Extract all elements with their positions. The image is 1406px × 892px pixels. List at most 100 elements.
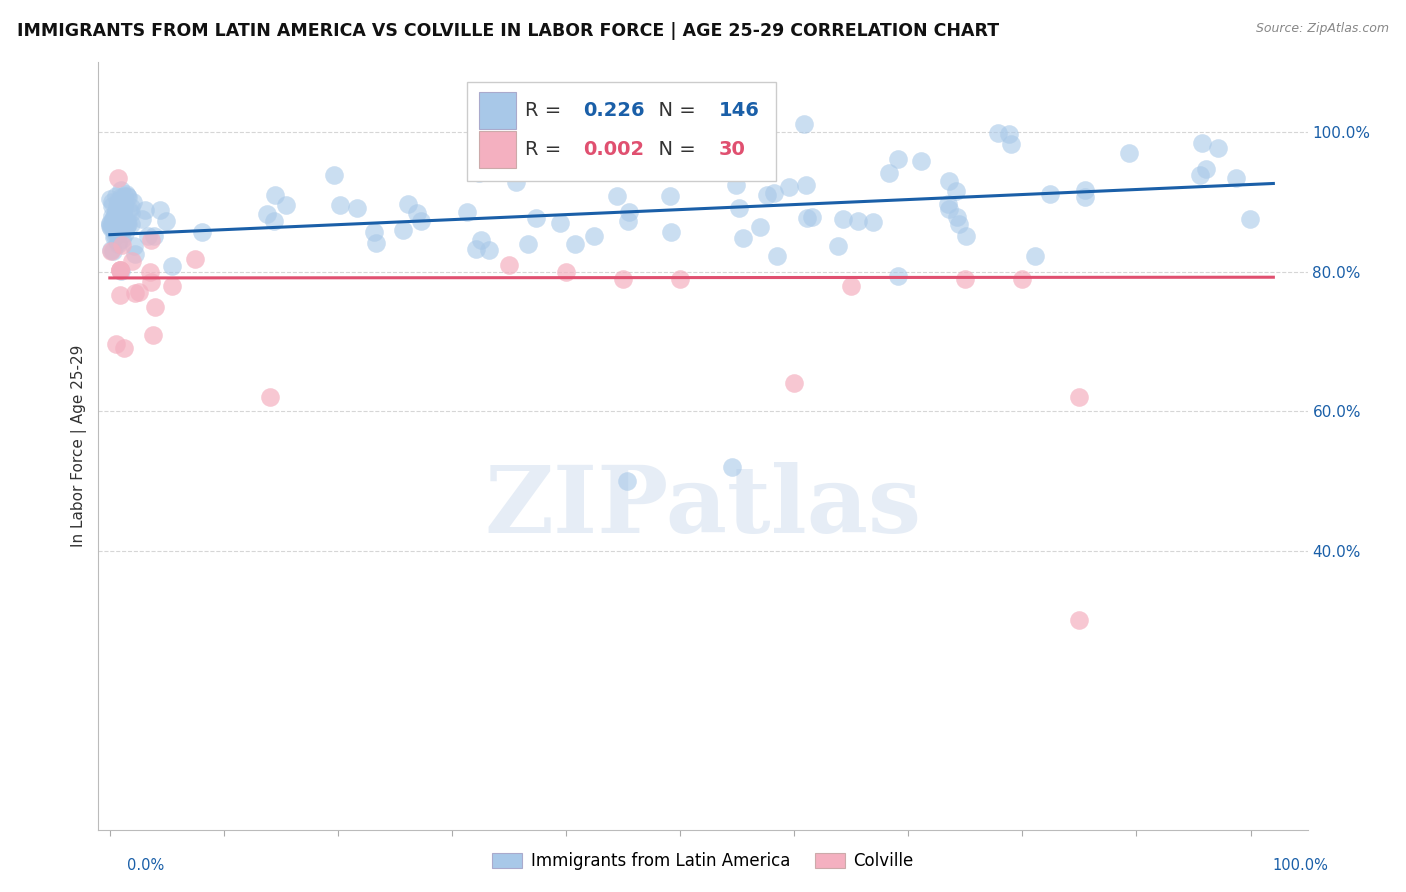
Point	[104, 227, 127, 242]
Point	[329, 198, 352, 212]
Point	[108, 211, 131, 226]
Point	[105, 219, 128, 234]
Point	[103, 230, 125, 244]
Point	[107, 202, 129, 217]
Point	[1239, 212, 1261, 227]
Point	[910, 153, 932, 168]
Point	[796, 178, 818, 192]
Point	[145, 300, 167, 314]
Point	[669, 271, 692, 285]
Point	[887, 153, 910, 167]
Point	[120, 206, 142, 220]
Point	[117, 189, 139, 203]
Point	[1118, 146, 1140, 161]
Point	[104, 205, 127, 219]
Point	[103, 223, 125, 237]
Point	[396, 197, 419, 211]
Point	[124, 247, 146, 261]
Point	[470, 233, 492, 247]
Point	[136, 229, 159, 244]
Point	[498, 258, 520, 272]
Point	[555, 265, 578, 279]
Point	[1024, 249, 1046, 263]
Point	[111, 199, 134, 213]
Point	[505, 175, 527, 189]
Point	[987, 127, 1010, 141]
Point	[155, 214, 177, 228]
Point	[263, 213, 285, 227]
Bar	[479, 93, 516, 129]
Point	[763, 186, 786, 200]
Point	[827, 239, 849, 253]
Text: 0.0%: 0.0%	[127, 858, 163, 872]
Point	[107, 216, 129, 230]
Point	[264, 188, 287, 202]
Point	[366, 236, 388, 251]
Point	[107, 170, 129, 185]
Point	[839, 278, 862, 293]
Point	[405, 206, 427, 220]
Point	[392, 222, 415, 236]
Point	[142, 328, 165, 343]
Point	[658, 188, 681, 202]
Point	[605, 188, 627, 202]
Point	[139, 275, 162, 289]
Point	[796, 211, 818, 225]
Point	[1069, 390, 1091, 404]
Point	[103, 222, 125, 236]
Point	[104, 228, 127, 243]
Point	[108, 288, 131, 302]
Point	[139, 233, 162, 247]
Point	[945, 184, 967, 198]
Text: 100.0%: 100.0%	[1272, 858, 1329, 872]
Point	[107, 216, 129, 230]
Point	[98, 216, 121, 230]
Point	[111, 231, 134, 245]
Point	[105, 204, 128, 219]
Bar	[479, 131, 516, 168]
Point	[832, 212, 855, 227]
Point	[101, 199, 124, 213]
Point	[115, 219, 138, 234]
Point	[323, 168, 346, 182]
Point	[1000, 136, 1022, 151]
Point	[121, 195, 143, 210]
Point	[727, 201, 749, 215]
Point	[564, 236, 586, 251]
Point	[111, 216, 134, 230]
Point	[765, 249, 787, 263]
Point	[100, 244, 122, 259]
Point	[617, 205, 640, 219]
Point	[120, 200, 142, 214]
Point	[104, 209, 127, 223]
Point	[465, 242, 488, 256]
Point	[105, 227, 128, 242]
Point	[524, 211, 547, 225]
Point	[112, 205, 135, 219]
Point	[110, 264, 132, 278]
Point	[616, 474, 638, 488]
Point	[792, 117, 814, 131]
Point	[955, 229, 977, 244]
Point	[1206, 141, 1229, 155]
Text: N =: N =	[647, 140, 702, 159]
Point	[114, 187, 136, 202]
Point	[100, 221, 122, 235]
Text: Source: ZipAtlas.com: Source: ZipAtlas.com	[1256, 22, 1389, 36]
Text: 30: 30	[718, 140, 745, 159]
Point	[124, 285, 146, 300]
Point	[103, 211, 125, 226]
Point	[112, 199, 135, 213]
Point	[778, 179, 800, 194]
Point	[114, 226, 136, 240]
Point	[190, 225, 212, 239]
Point	[101, 219, 124, 234]
Point	[115, 218, 138, 232]
Point	[110, 190, 132, 204]
Text: 146: 146	[718, 102, 759, 120]
Point	[887, 269, 910, 284]
Point	[110, 211, 132, 225]
Point	[569, 138, 592, 153]
Point	[101, 209, 124, 223]
Point	[801, 211, 824, 225]
